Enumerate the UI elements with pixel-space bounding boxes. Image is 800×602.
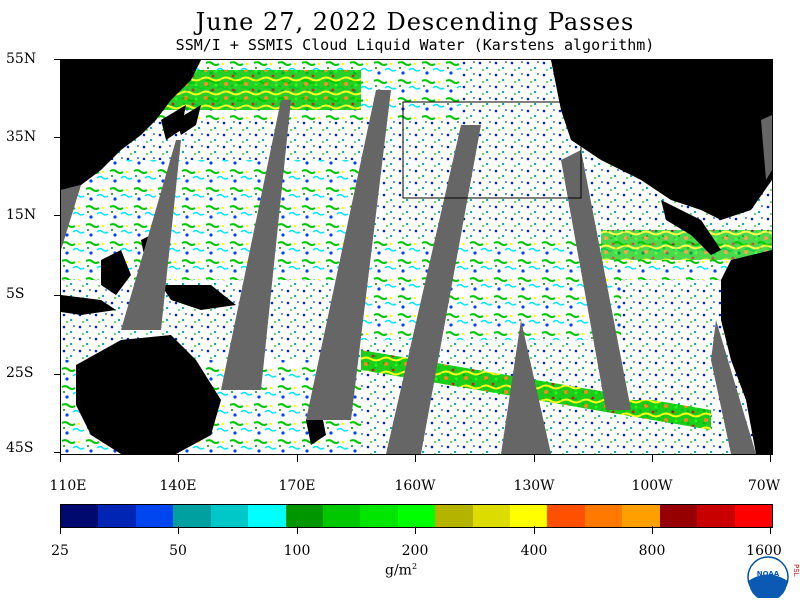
lon-label-100w: 100W <box>631 478 673 494</box>
colorbar-segment-10 <box>435 505 473 527</box>
lon-tick <box>60 454 61 462</box>
lat-tick <box>54 452 60 453</box>
lon-label-110e: 110E <box>49 478 87 494</box>
page-title: June 27, 2022 Descending Passes <box>195 8 635 36</box>
page-subtitle: SSM/I + SSMIS Cloud Liquid Water (Karste… <box>175 36 655 54</box>
colorbar-tick <box>652 526 653 534</box>
lon-label-170e: 170E <box>278 478 316 494</box>
colorbar-segment-15 <box>622 505 660 527</box>
colorbar-segment-13 <box>547 505 585 527</box>
lat-tick <box>54 374 60 375</box>
colorbar <box>60 504 773 528</box>
highlight-box <box>402 101 582 199</box>
colorbar-segment-2 <box>135 505 174 527</box>
colorbar-segment-11 <box>472 505 511 527</box>
map-panel <box>60 59 773 455</box>
lon-label-140e: 140E <box>159 478 197 494</box>
lon-tick <box>415 454 416 462</box>
lon-tick <box>178 454 179 462</box>
colorbar-segment-0 <box>61 505 99 527</box>
colorbar-label-400: 400 <box>520 543 548 559</box>
lat-tick <box>54 137 60 138</box>
colorbar-segment-4 <box>210 505 249 527</box>
lat-tick <box>54 59 60 60</box>
colorbar-tick <box>60 526 61 534</box>
units-label: g/m2 <box>385 562 417 579</box>
colorbar-tick <box>534 526 535 534</box>
colorbar-tick <box>770 526 771 534</box>
psl-logo-text: PSL <box>792 564 800 579</box>
lat-label-15n: 15N <box>6 207 37 223</box>
map-svg <box>61 60 772 454</box>
lat-label-5s: 5S <box>6 286 25 302</box>
colorbar-segment-12 <box>510 505 548 527</box>
lat-label-45s: 45S <box>6 440 34 456</box>
colorbar-tick <box>415 526 416 534</box>
colorbar-label-200: 200 <box>401 543 429 559</box>
colorbar-segment-18 <box>734 505 773 527</box>
colorbar-segment-8 <box>360 505 398 527</box>
units-exponent: 2 <box>411 562 418 571</box>
lat-label-25s: 25S <box>6 365 34 381</box>
colorbar-label-1600: 1600 <box>746 543 782 559</box>
missing-data-swaths <box>61 90 772 454</box>
colorbar-tick <box>297 526 298 534</box>
lon-tick <box>770 454 771 462</box>
colorbar-segment-5 <box>248 505 286 527</box>
colorbar-label-800: 800 <box>638 543 666 559</box>
lon-label-70w: 70W <box>747 478 781 494</box>
colorbar-segment-1 <box>98 505 136 527</box>
lon-tick <box>652 454 653 462</box>
lat-tick <box>54 215 60 216</box>
colorbar-segment-17 <box>697 505 735 527</box>
colorbar-segment-9 <box>397 505 436 527</box>
lat-tick <box>54 295 60 296</box>
colorbar-label-25: 25 <box>51 543 69 559</box>
units-text: g/m <box>385 562 412 579</box>
colorbar-segment-6 <box>285 505 323 527</box>
psl-logo-lettering: PSL <box>792 564 800 577</box>
lon-label-160w: 160W <box>394 478 436 494</box>
noaa-logo: NOAA <box>747 556 789 601</box>
noaa-logo-icon: NOAA <box>747 556 789 601</box>
colorbar-label-50: 50 <box>169 543 187 559</box>
lon-label-130w: 130W <box>513 478 555 494</box>
colorbar-segment-14 <box>584 505 623 527</box>
colorbar-segment-3 <box>173 505 211 527</box>
lon-tick <box>534 454 535 462</box>
lon-tick <box>297 454 298 462</box>
lat-label-35n: 35N <box>6 129 37 145</box>
land-masses <box>61 60 772 454</box>
colorbar-tick <box>178 526 179 534</box>
colorbar-segment-16 <box>659 505 698 527</box>
colorbar-segment-7 <box>322 505 361 527</box>
colorbar-label-100: 100 <box>283 543 311 559</box>
lat-label-55n: 55N <box>6 51 37 67</box>
noaa-logo-text: NOAA <box>757 570 780 578</box>
